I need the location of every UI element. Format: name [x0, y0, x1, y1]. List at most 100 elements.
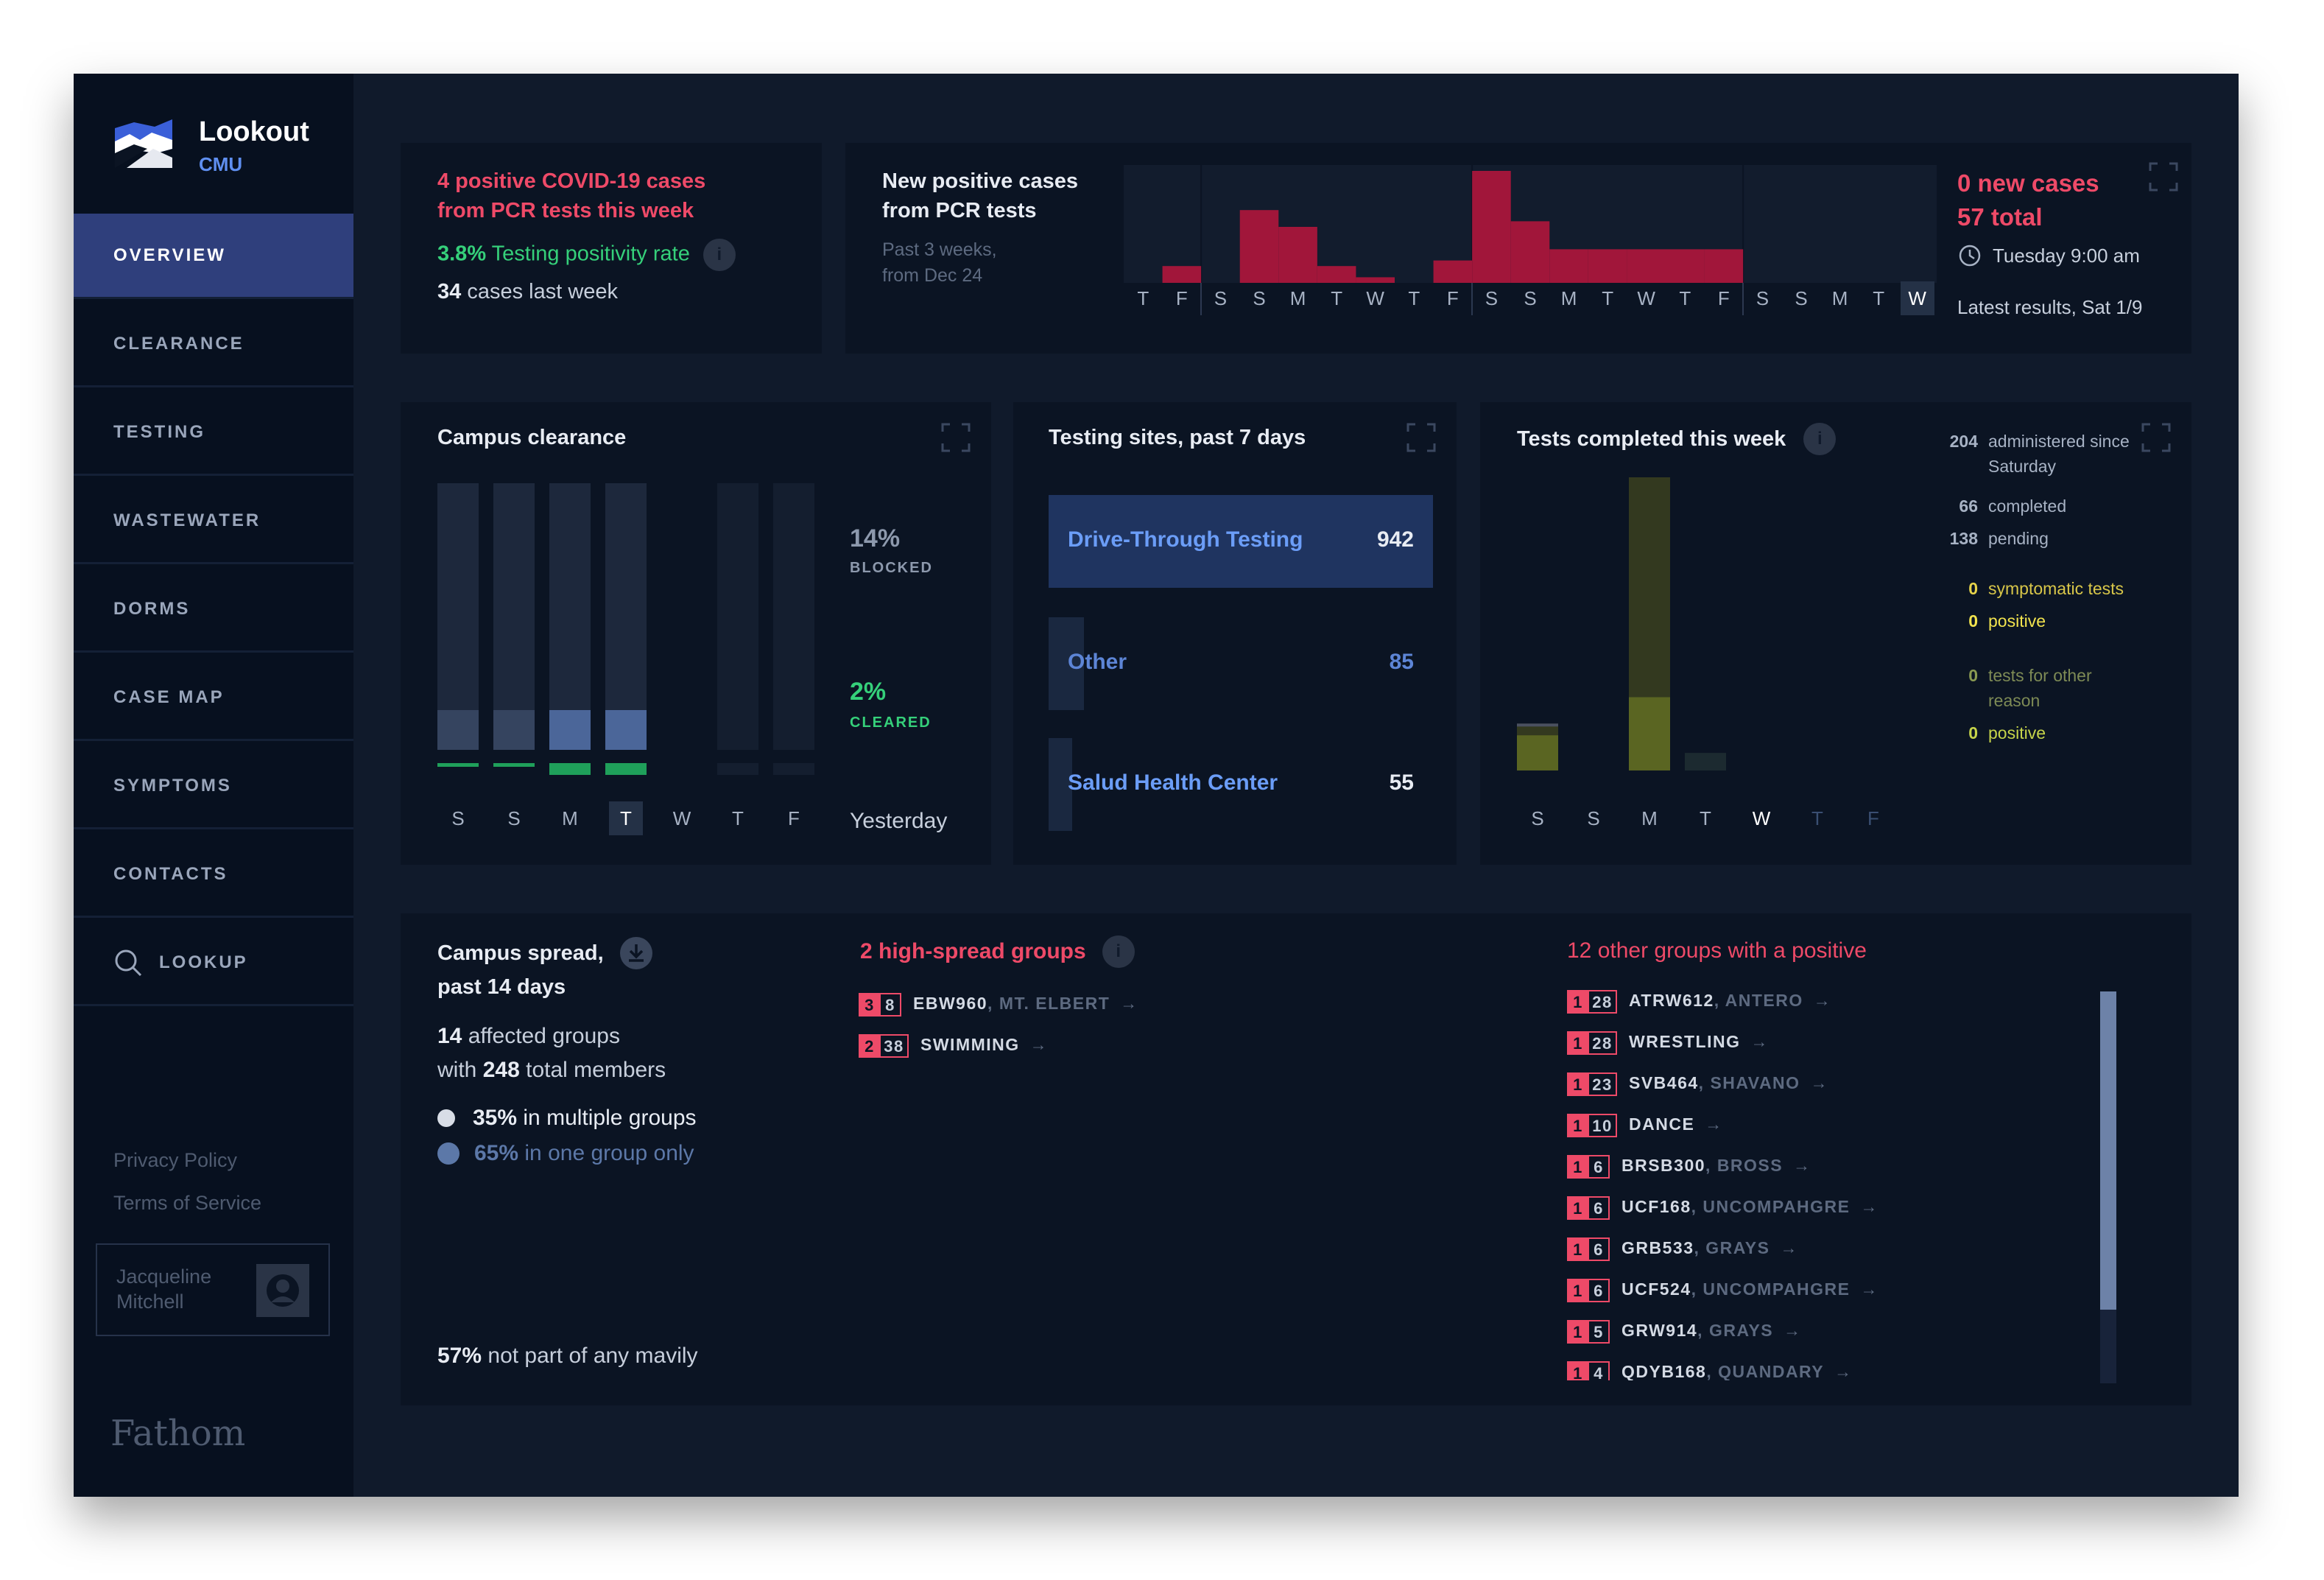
- expand-icon[interactable]: [2149, 162, 2178, 192]
- multi-group-value: 35%: [473, 1106, 518, 1130]
- new-cases-subtitle: Past 3 weeks, from Dec 24: [882, 237, 997, 289]
- group-location: , UNCOMPAHGRE: [1691, 1197, 1851, 1217]
- nav-lookup[interactable]: LOOKUP: [74, 921, 353, 1006]
- other-group-row[interactable]: 1 6 BRSB300, BROSS →: [1567, 1155, 1811, 1179]
- privacy-policy-link[interactable]: Privacy Policy: [113, 1149, 238, 1171]
- testing-sites-title: Testing sites, past 7 days: [1049, 426, 1306, 449]
- group-name: UCF168: [1621, 1197, 1691, 1217]
- download-icon[interactable]: [619, 935, 654, 971]
- expand-icon[interactable]: [2141, 423, 2171, 452]
- info-icon[interactable]: i: [1803, 423, 1837, 455]
- day-label: T: [1679, 287, 1691, 309]
- day-label: S: [1795, 287, 1808, 309]
- day-label: W: [1900, 281, 1934, 315]
- clearance-bar-track: [493, 483, 535, 750]
- tests-title-row: Tests completed this week i: [1517, 423, 1837, 455]
- high-spread-group-row[interactable]: 2 38 SWIMMING →: [859, 1034, 1048, 1058]
- pending-stat: 138 pending: [1940, 526, 2049, 551]
- terms-of-service-link[interactable]: Terms of Service: [113, 1192, 262, 1214]
- other-reason-value: 0: [1968, 666, 1978, 685]
- group-name: GRB533: [1621, 1238, 1694, 1258]
- members-value: 248: [482, 1058, 520, 1082]
- case-bar: [1433, 260, 1473, 283]
- campus-spread-card: Campus spread, past 14 days 14 affected …: [401, 913, 2191, 1405]
- nav-dorms[interactable]: DORMS: [74, 567, 353, 653]
- not-part-stat: 57% not part of any mavily: [437, 1344, 698, 1369]
- nav-wastewater[interactable]: WASTEWATER: [74, 479, 353, 564]
- info-icon[interactable]: i: [703, 239, 736, 271]
- other-group-row[interactable]: 1 6 GRB533, GRAYS →: [1567, 1237, 1798, 1261]
- site-row-drive-through[interactable]: Drive-Through Testing 942: [1049, 495, 1433, 588]
- other-group-row[interactable]: 1 23 SVB464, SHAVANO →: [1567, 1072, 1828, 1096]
- campus-clearance-card: Campus clearance 14% BLOCKED 2% CLEARED …: [401, 402, 991, 865]
- nav-overview[interactable]: OVERVIEW: [74, 214, 353, 299]
- positive-cases-headline: 4 positive COVID-19 cases from PCR tests…: [437, 166, 705, 225]
- sidebar: Lookout CMU OVERVIEW CLEARANCE TESTING W…: [74, 74, 353, 1497]
- group-name: SVB464: [1629, 1073, 1699, 1093]
- site-count: 942: [1376, 527, 1414, 552]
- positive-count-badge: 1: [1567, 1320, 1589, 1344]
- day-label: M: [1831, 287, 1848, 309]
- new-cases-title-line1: New positive cases: [882, 169, 1078, 193]
- new-cases-subtitle-line2: from Dec 24: [882, 265, 983, 286]
- other-group-row[interactable]: 1 28 ATRW612, ANTERO →: [1567, 990, 1831, 1014]
- other-group-row[interactable]: 1 5 GRW914, GRAYS →: [1567, 1320, 1802, 1344]
- day-label: F: [788, 807, 800, 829]
- member-count-badge: 8: [879, 993, 901, 1017]
- update-time-label: Tuesday 9:00 am: [1993, 244, 2140, 267]
- nav-lookup-label: LOOKUP: [159, 952, 248, 972]
- group-location: , QUANDARY: [1706, 1362, 1825, 1380]
- group-location: , BROSS: [1705, 1156, 1784, 1176]
- site-row-other[interactable]: Other 85: [1049, 617, 1433, 710]
- day-label: W: [1366, 287, 1384, 309]
- high-spread-title-row: 2 high-spread groups i: [860, 935, 1135, 968]
- nav-clearance[interactable]: CLEARANCE: [74, 302, 353, 387]
- clearance-bar-track: [773, 483, 814, 750]
- completed-value: 66: [1959, 496, 1978, 516]
- user-menu[interactable]: Jacqueline Mitchell: [96, 1243, 330, 1336]
- site-count: 55: [1389, 770, 1414, 795]
- positive-cases-line1: 4 positive COVID-19 cases: [437, 169, 706, 193]
- case-bar: [1704, 249, 1744, 283]
- expand-icon[interactable]: [941, 423, 971, 452]
- nav-case-map[interactable]: CASE MAP: [74, 656, 353, 741]
- positive-count-badge: 1: [1567, 1361, 1589, 1380]
- affected-groups-value: 14: [437, 1024, 462, 1048]
- positive-count-badge: 1: [1567, 990, 1589, 1014]
- nav-contacts[interactable]: CONTACTS: [74, 832, 353, 918]
- tests-completed-bar: [1629, 697, 1670, 770]
- site-row-salud[interactable]: Salud Health Center 55: [1049, 738, 1433, 831]
- info-icon[interactable]: i: [1102, 935, 1135, 968]
- scrollbar-track[interactable]: [2100, 991, 2116, 1383]
- positive-count-badge: 1: [1567, 1155, 1589, 1179]
- day-label: S: [451, 807, 465, 829]
- scrollbar-thumb[interactable]: [2100, 991, 2116, 1310]
- other-group-row[interactable]: 1 10 DANCE →: [1567, 1114, 1723, 1137]
- avatar[interactable]: [256, 1264, 309, 1317]
- day-label: S: [507, 807, 521, 829]
- members-prefix: with: [437, 1058, 477, 1082]
- clearance-bar-track: [717, 483, 758, 750]
- new-cases-card: New positive cases from PCR tests Past 3…: [845, 143, 2191, 354]
- tests-completed-card: Tests completed this week i 204 administ…: [1480, 402, 2191, 865]
- clock-history-icon: [1959, 245, 1981, 267]
- other-group-row[interactable]: 1 6 UCF168, UNCOMPAHGRE →: [1567, 1196, 1878, 1220]
- day-label: T: [1873, 287, 1885, 309]
- new-cases-subtitle-line1: Past 3 weeks,: [882, 239, 997, 260]
- positive-count-badge: 1: [1567, 1196, 1589, 1220]
- nav-testing[interactable]: TESTING: [74, 390, 353, 476]
- other-reason-positive-value: 0: [1968, 723, 1978, 742]
- other-group-row[interactable]: 1 6 UCF524, UNCOMPAHGRE →: [1567, 1279, 1878, 1302]
- high-spread-group-row[interactable]: 3 8 EBW960, MT. ELBERT →: [859, 993, 1138, 1017]
- cleared-marker: [773, 763, 814, 775]
- blocked-segment: [437, 710, 479, 750]
- week-divider: [1742, 165, 1744, 283]
- expand-icon[interactable]: [1406, 423, 1436, 452]
- case-bar: [1666, 249, 1705, 283]
- update-time: Tuesday 9:00 am: [1957, 243, 2140, 268]
- arrow-right-icon: →: [1793, 1156, 1811, 1176]
- other-group-row[interactable]: 1 28 WRESTLING →: [1567, 1031, 1769, 1055]
- multi-group-label: in multiple groups: [523, 1106, 697, 1130]
- nav-symptoms[interactable]: SYMPTOMS: [74, 744, 353, 829]
- other-group-row[interactable]: 1 4 QDYB168, QUANDARY →: [1567, 1361, 1853, 1380]
